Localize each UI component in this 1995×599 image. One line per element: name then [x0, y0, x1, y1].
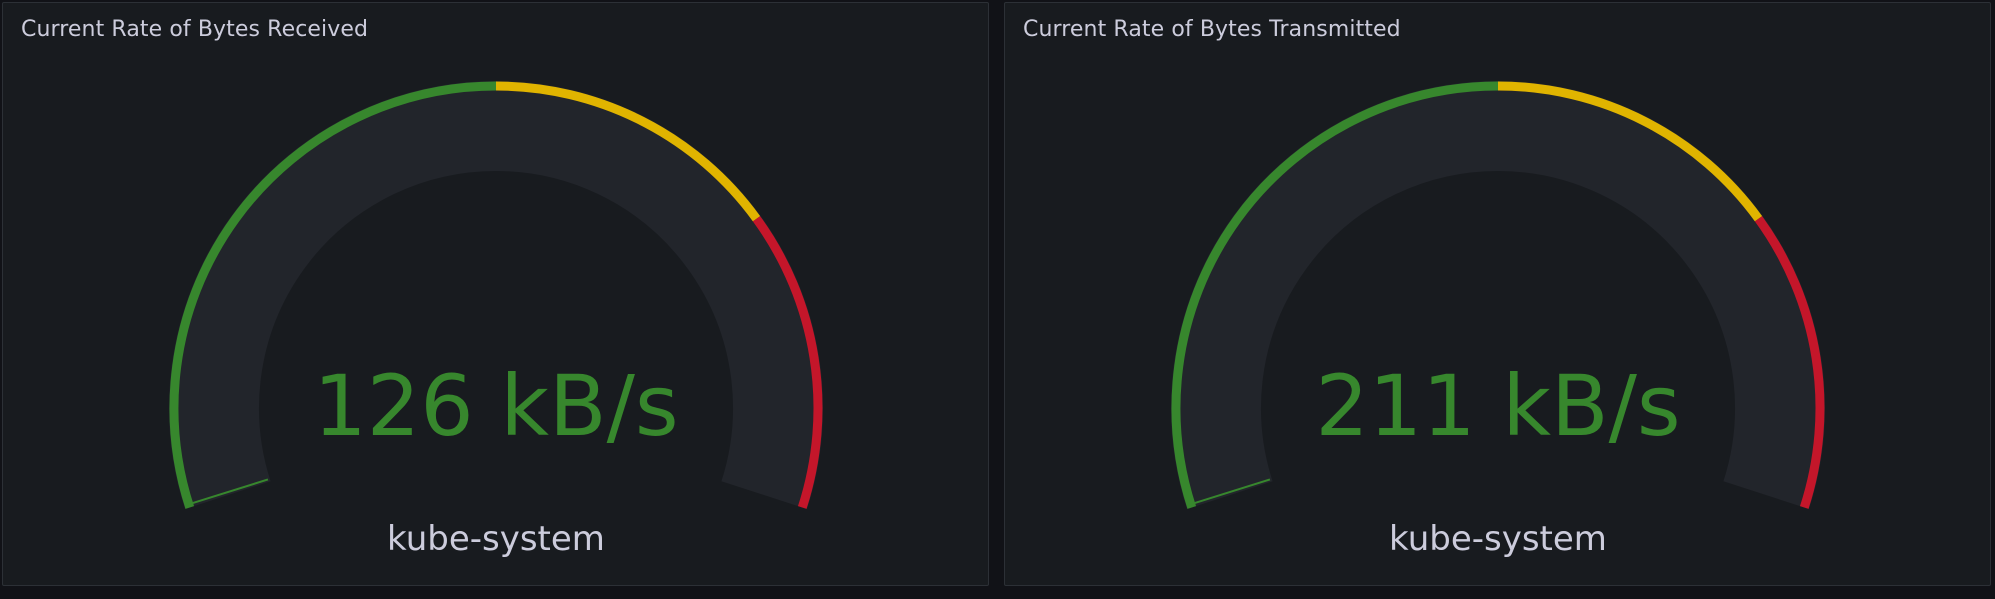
gauge-legend: kube-system [1389, 519, 1607, 559]
threshold-red [752, 216, 823, 509]
gauge-track [1171, 81, 1825, 509]
gauge-bytes-received: 126 kB/s kube-system [169, 81, 823, 559]
threshold-green [1171, 81, 1499, 509]
threshold-yellow [1497, 81, 1763, 222]
threshold-green [169, 81, 497, 509]
panel-title[interactable]: Current Rate of Bytes Transmitted [1023, 17, 1401, 42]
panel-bytes-received[interactable]: Current Rate of Bytes Received 126 kB/s … [2, 2, 989, 586]
threshold-yellow [495, 81, 761, 222]
gauge-legend: kube-system [387, 519, 605, 559]
threshold-red [1754, 216, 1825, 509]
gauge-arcs [169, 81, 823, 509]
panel-title[interactable]: Current Rate of Bytes Received [21, 17, 369, 42]
gauge-value-fill [185, 478, 269, 507]
gauge-value-fill [1187, 478, 1271, 507]
gauge-arcs [1171, 81, 1825, 509]
gauge-track [169, 81, 823, 509]
gauge-bytes-transmitted: 211 kB/s kube-system [1171, 81, 1825, 559]
gauge-value: 126 kB/s [313, 357, 678, 455]
gauge-value: 211 kB/s [1315, 357, 1680, 455]
panel-bytes-transmitted[interactable]: Current Rate of Bytes Transmitted 211 kB… [1004, 2, 1991, 586]
